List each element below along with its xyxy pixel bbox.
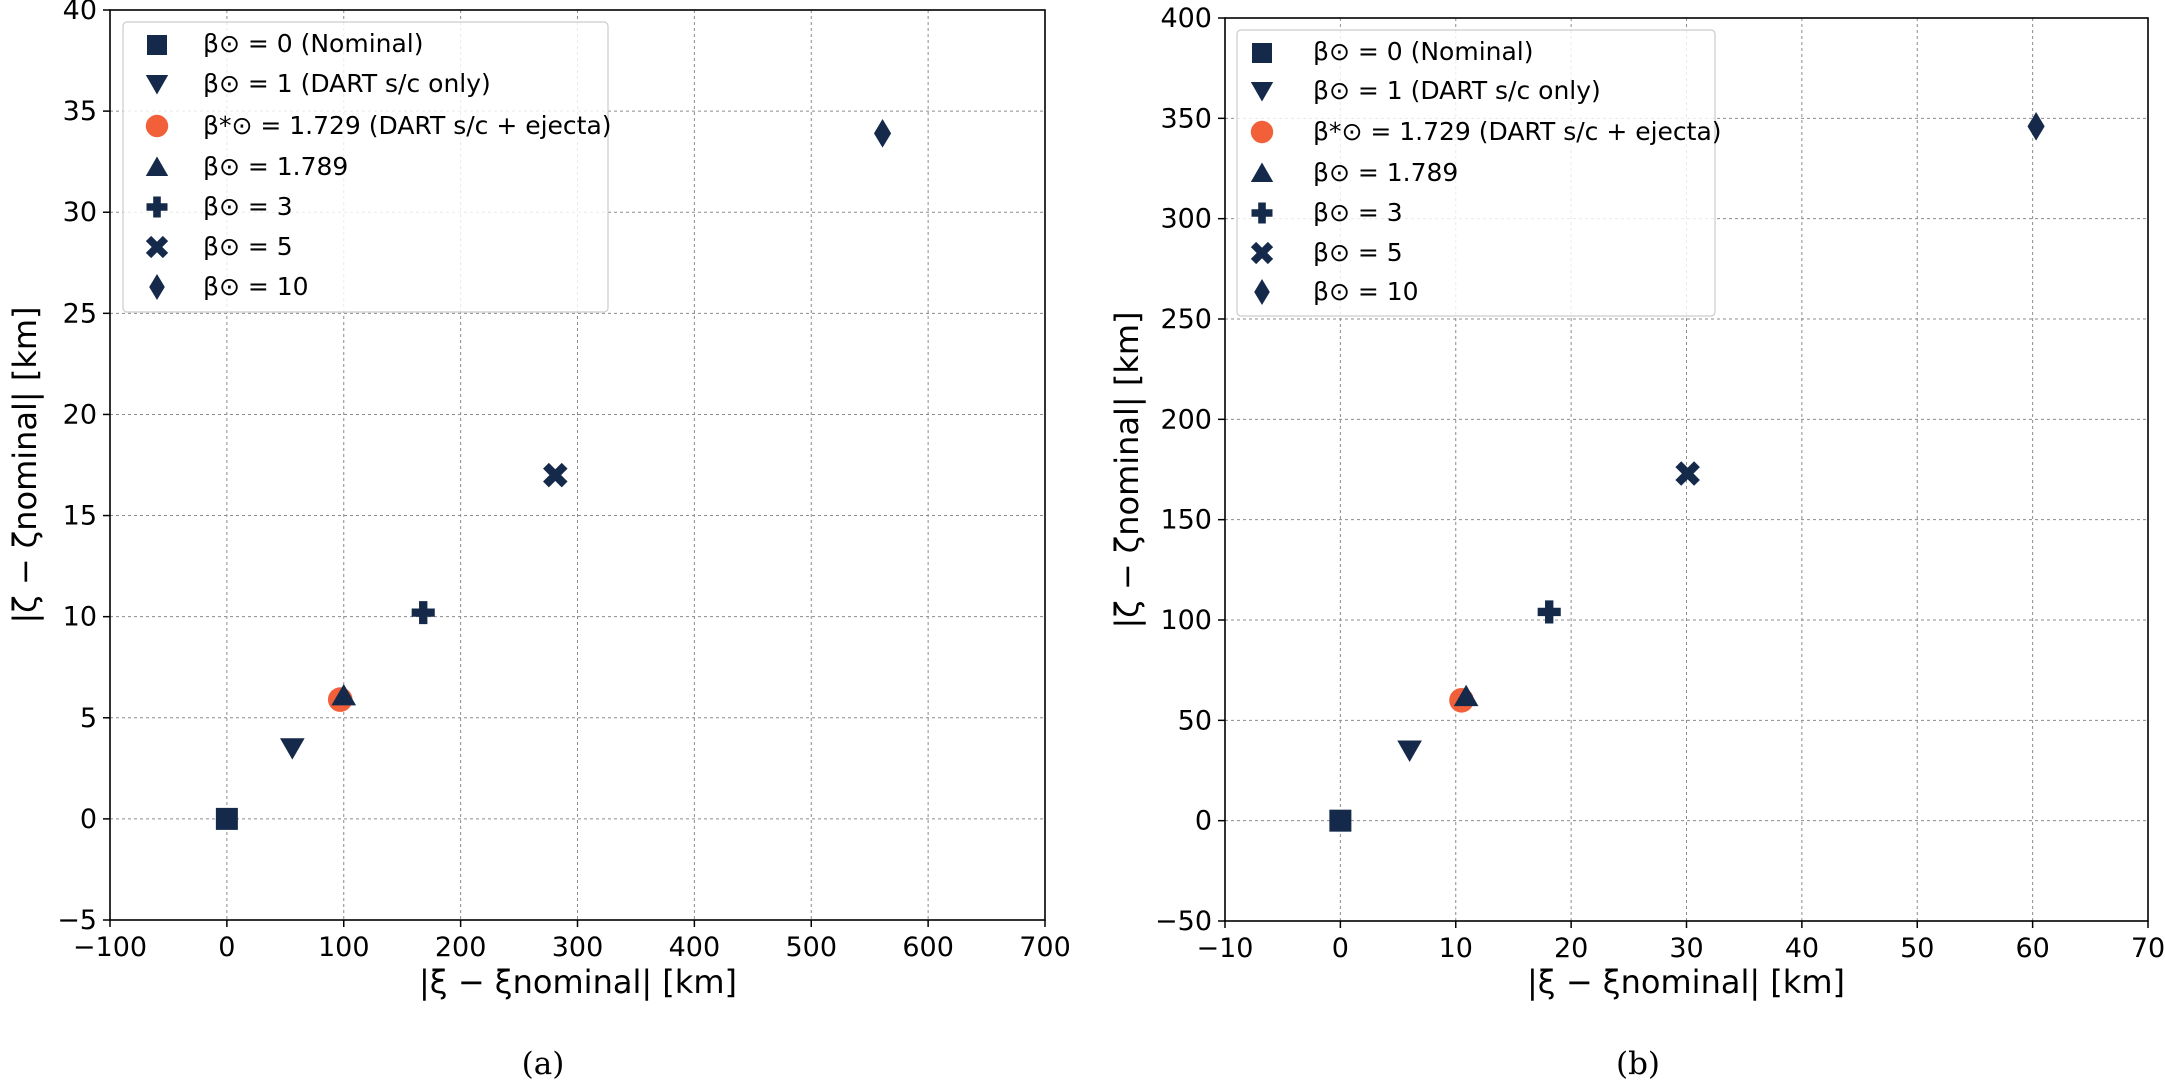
panel-a-legend-markers bbox=[145, 35, 169, 300]
panel-b-x-tick-label: 70 bbox=[2131, 933, 2165, 964]
panel-a-points bbox=[215, 119, 892, 830]
panel-a-x-axis-label: |ξ − ξnominal| [km] bbox=[419, 963, 737, 1001]
panel-a-x-tick-label: 400 bbox=[669, 932, 721, 963]
panel-a-legend-label: β*⊙ = 1.729 (DART s/c + ejecta) bbox=[203, 111, 612, 140]
panel-b-caption: (b) bbox=[1616, 1046, 1660, 1081]
panel-a-legend-label: β⊙ = 1 (DART s/c only) bbox=[203, 69, 491, 98]
panel-a-point-x bbox=[543, 462, 568, 488]
panel-a-point-triangle-up bbox=[331, 683, 357, 706]
panel-b-y-tick-label: 0 bbox=[1195, 806, 1212, 837]
panel-b-x-tick-label: −10 bbox=[1197, 933, 1254, 964]
panel-b-legend: β⊙ = 0 (Nominal) β⊙ = 1 (DART s/c only) … bbox=[1236, 29, 1722, 317]
panel-a-y-tick-label: 20 bbox=[63, 399, 97, 430]
panel-b-point-square bbox=[1329, 809, 1352, 832]
panel-a-point-square bbox=[215, 807, 238, 830]
panel-a-legend-label: β⊙ = 3 bbox=[203, 192, 293, 221]
panel-a-legend-marker-plus bbox=[146, 196, 168, 218]
panel-b-legend-label: β⊙ = 3 bbox=[1313, 198, 1403, 227]
panel-b-y-tick-label: 150 bbox=[1160, 505, 1212, 536]
panel-a-legend-marker-x bbox=[145, 235, 169, 259]
panel-a-y-tick-label: 40 bbox=[63, 0, 97, 26]
panel-b-points bbox=[1329, 112, 2045, 832]
panel-a-legend-marker-triangle-down bbox=[145, 75, 169, 95]
panel-a-point-diamond bbox=[873, 119, 892, 148]
panel-a-x-tick-label: 0 bbox=[218, 932, 235, 963]
panel-b-y-tick-label: 100 bbox=[1160, 605, 1212, 636]
panel-b-y-tick-label: 200 bbox=[1160, 404, 1212, 435]
panel-b-point-diamond bbox=[2027, 112, 2045, 141]
panel-a-y-axis-label: |ζ − ζnominal| [km] bbox=[6, 306, 44, 623]
panel-a-legend-label: β⊙ = 5 bbox=[203, 232, 293, 261]
panel-b: −10 0 10 20 30 40 50 60 70 −50 0 50 100 150 200 250 300… bbox=[1108, 3, 2165, 1081]
panel-b-y-tick-label: −50 bbox=[1155, 906, 1212, 937]
panel-b-x-axis-label: |ξ − ξnominal| [km] bbox=[1527, 963, 1845, 1001]
panel-a-y-tick-label: 35 bbox=[63, 96, 97, 127]
panel-b-legend-label: β⊙ = 5 bbox=[1313, 238, 1403, 267]
panel-b-legend-marker-plus bbox=[1251, 202, 1273, 224]
panel-b-y-ticks: −50 0 50 100 150 200 250 300 350 400 bbox=[1155, 3, 1225, 937]
panel-a-x-tick-label: 500 bbox=[785, 932, 837, 963]
panel-b-x-ticks: −10 0 10 20 30 40 50 60 70 bbox=[1197, 921, 2165, 964]
panel-a-y-tick-label: 25 bbox=[63, 298, 97, 329]
panel-b-x-tick-label: 10 bbox=[1439, 933, 1473, 964]
panel-b-legend-label: β⊙ = 10 bbox=[1313, 277, 1419, 306]
panel-a-legend-label: β⊙ = 1.789 bbox=[203, 152, 348, 181]
panel-a-x-tick-label: 200 bbox=[435, 932, 487, 963]
panel-a-caption: (a) bbox=[522, 1046, 565, 1081]
panel-b-legend-box bbox=[1236, 29, 1716, 317]
panel-b-x-tick-label: 60 bbox=[2015, 933, 2049, 964]
panel-b-x-tick-label: 20 bbox=[1554, 933, 1588, 964]
panel-b-legend-label: β⊙ = 0 (Nominal) bbox=[1313, 37, 1534, 66]
panel-b-y-tick-label: 250 bbox=[1160, 304, 1212, 335]
panel-b-x-tick-label: 30 bbox=[1669, 933, 1703, 964]
panel-b-y-axis-label: |ζ − ζnominal| [km] bbox=[1108, 311, 1146, 628]
panel-b-point-x bbox=[1675, 461, 1700, 486]
panel-a-y-ticks: −5 0 5 10 15 20 25 30 35 40 bbox=[57, 0, 110, 936]
panel-b-legend-marker-triangle-up bbox=[1250, 162, 1274, 182]
panel-a-legend-marker-triangle-up bbox=[145, 156, 169, 176]
panel-a: −100 0 100 200 300 400 500 600 700 −5 0 5 10 15 20 25 3… bbox=[6, 0, 1071, 1081]
panel-a-y-tick-label: 5 bbox=[80, 703, 97, 734]
panel-a-x-tick-label: 300 bbox=[552, 932, 604, 963]
panel-b-legend-marker-triangle-down bbox=[1250, 82, 1274, 102]
panel-a-point-plus bbox=[411, 601, 435, 625]
panel-b-legend-label: β⊙ = 1.789 bbox=[1313, 158, 1458, 187]
panel-a-x-ticks: −100 0 100 200 300 400 500 600 700 bbox=[73, 920, 1071, 963]
panel-a-y-tick-label: 15 bbox=[63, 501, 97, 532]
panel-a-x-tick-label: 600 bbox=[902, 932, 954, 963]
panel-a-x-tick-label: −100 bbox=[73, 932, 147, 963]
panel-a-y-tick-label: 30 bbox=[63, 197, 97, 228]
panel-b-legend-label: β⊙ = 1 (DART s/c only) bbox=[1313, 76, 1601, 105]
panel-a-legend-label: β⊙ = 10 bbox=[203, 272, 309, 301]
panel-b-legend-label: β*⊙ = 1.729 (DART s/c + ejecta) bbox=[1313, 117, 1722, 146]
panel-b-legend-markers bbox=[1250, 43, 1274, 305]
panel-b-y-tick-label: 300 bbox=[1160, 204, 1212, 235]
panel-a-y-tick-label: 0 bbox=[80, 804, 97, 835]
panel-a-x-tick-label: 100 bbox=[318, 932, 370, 963]
panel-a-point-triangle-down bbox=[280, 738, 305, 760]
panel-b-y-tick-label: 400 bbox=[1160, 3, 1212, 34]
panel-a-y-tick-label: −5 bbox=[57, 905, 97, 936]
panel-a-legend-marker-square bbox=[147, 35, 167, 55]
panel-a-legend-marker-diamond bbox=[149, 274, 165, 300]
panel-a-y-tick-label: 10 bbox=[63, 602, 97, 633]
panel-b-x-tick-label: 40 bbox=[1785, 933, 1819, 964]
panel-b-point-plus bbox=[1537, 600, 1561, 624]
panel-b-legend-marker-diamond bbox=[1254, 279, 1270, 305]
panel-a-legend-label: β⊙ = 0 (Nominal) bbox=[203, 29, 424, 58]
panel-b-legend-marker-circle bbox=[1250, 120, 1274, 144]
panel-b-y-tick-label: 350 bbox=[1160, 103, 1212, 134]
panel-b-point-triangle-down bbox=[1397, 740, 1422, 762]
panel-b-x-tick-label: 0 bbox=[1332, 933, 1349, 964]
panel-b-x-tick-label: 50 bbox=[1900, 933, 1934, 964]
panel-b-point-triangle-up bbox=[1453, 684, 1479, 707]
panel-b-legend-marker-square bbox=[1252, 43, 1272, 63]
panel-a-legend: β⊙ = 0 (Nominal) β⊙ = 1 (DART s/c only) … bbox=[122, 21, 612, 313]
panel-a-legend-box bbox=[122, 21, 609, 313]
panel-a-x-tick-label: 700 bbox=[1019, 932, 1071, 963]
panel-b-y-tick-label: 50 bbox=[1178, 705, 1212, 736]
panel-b-legend-marker-x bbox=[1250, 241, 1274, 265]
panel-a-legend-marker-circle bbox=[145, 114, 169, 138]
